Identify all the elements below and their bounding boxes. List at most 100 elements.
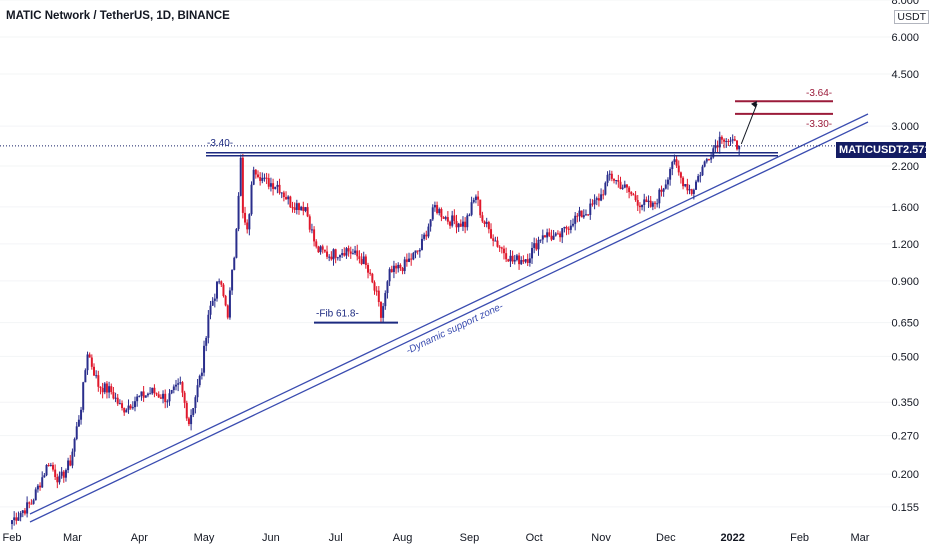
- candle: [543, 234, 546, 238]
- candle: [187, 416, 190, 427]
- candle: [390, 265, 393, 273]
- candle: [39, 482, 42, 491]
- y-tick-label: 1.200: [891, 239, 919, 251]
- candle: [332, 248, 335, 266]
- candle: [237, 192, 240, 232]
- candle: [559, 231, 562, 242]
- y-tick-label: 3.000: [891, 121, 919, 133]
- candle: [563, 226, 566, 233]
- candle: [278, 178, 281, 195]
- support-trendline[interactable]: [29, 121, 869, 523]
- candle: [427, 223, 430, 239]
- candle: [507, 258, 510, 262]
- candle: [541, 229, 544, 244]
- candle: [136, 394, 139, 407]
- candle: [552, 229, 555, 241]
- candle: [285, 191, 288, 200]
- candle: [660, 185, 663, 197]
- candle: [641, 204, 644, 211]
- candle: [84, 368, 87, 383]
- candle: [379, 301, 382, 324]
- candle: [451, 210, 454, 228]
- candle: [442, 216, 445, 219]
- candle: [364, 254, 367, 269]
- y-tick-label: 1.600: [891, 202, 919, 214]
- candle: [524, 259, 527, 264]
- candle: [116, 393, 119, 406]
- candle: [500, 246, 503, 254]
- candle: [621, 184, 624, 190]
- candle: [179, 376, 182, 385]
- candle: [218, 278, 221, 285]
- y-tick-label: 0.155: [891, 502, 919, 514]
- candle: [604, 181, 607, 196]
- candle: [401, 266, 404, 275]
- x-tick-label: May: [194, 532, 215, 544]
- x-tick-label: Oct: [526, 532, 543, 544]
- candle: [341, 248, 344, 258]
- candle: [306, 203, 309, 218]
- candle: [645, 196, 648, 203]
- target1-label: -3.30-: [806, 119, 832, 130]
- candle: [228, 287, 231, 320]
- candle: [677, 160, 680, 176]
- candle: [317, 245, 320, 253]
- candle: [634, 191, 637, 202]
- candle: [319, 245, 322, 255]
- candle: [703, 160, 706, 168]
- candle: [23, 508, 26, 516]
- candle: [209, 300, 212, 320]
- currency-unit-label[interactable]: USDT: [894, 10, 929, 24]
- candle: [250, 181, 253, 216]
- candle: [449, 220, 452, 229]
- candle: [533, 237, 536, 254]
- candle: [468, 213, 471, 217]
- candle: [114, 392, 117, 403]
- candle: [133, 396, 136, 412]
- candle: [438, 207, 441, 216]
- candle: [671, 160, 674, 176]
- candle: [276, 180, 279, 194]
- candle: [699, 171, 702, 183]
- candle: [345, 246, 348, 259]
- candle: [498, 245, 501, 252]
- candle: [168, 389, 171, 406]
- candle: [662, 187, 665, 197]
- y-tick-label: 0.200: [891, 469, 919, 481]
- candle: [710, 151, 713, 163]
- y-tick-label: 0.500: [891, 351, 919, 363]
- x-tick-label: 2022: [720, 532, 744, 544]
- candle: [502, 245, 505, 260]
- candle: [461, 216, 464, 232]
- candle: [403, 256, 406, 275]
- candle: [682, 176, 685, 190]
- candle: [492, 234, 495, 247]
- candle: [388, 267, 391, 286]
- candle: [591, 199, 594, 207]
- candle: [392, 260, 395, 279]
- candle: [291, 201, 294, 213]
- candle: [155, 392, 158, 396]
- candle: [138, 395, 141, 398]
- candle: [474, 194, 477, 204]
- candle: [263, 173, 266, 182]
- candle: [69, 455, 72, 467]
- candle: [373, 280, 376, 295]
- candle: [127, 399, 130, 414]
- candle: [431, 204, 434, 221]
- candle: [174, 379, 177, 391]
- support-trendline[interactable]: [29, 113, 869, 515]
- candle: [714, 139, 717, 153]
- candle: [619, 176, 622, 190]
- candle: [207, 310, 210, 344]
- candle: [233, 256, 236, 271]
- candle: [526, 253, 529, 267]
- candle: [369, 269, 372, 276]
- candle: [679, 171, 682, 184]
- candle: [231, 269, 234, 295]
- candle: [103, 382, 106, 395]
- candle: [574, 211, 577, 231]
- candle: [675, 155, 678, 168]
- candle: [511, 250, 514, 265]
